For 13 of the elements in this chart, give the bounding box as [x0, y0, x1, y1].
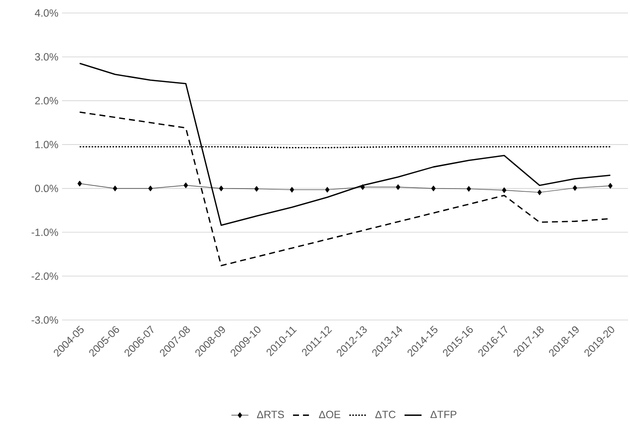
y-tick-label: 4.0%: [34, 9, 58, 17]
legend-label: ΔOE: [318, 410, 340, 418]
y-tick-label: -1.0%: [32, 228, 58, 236]
line-series: [79, 62, 611, 226]
y-tick-label: 1.0%: [35, 140, 58, 148]
legend-label: ΔRTS: [256, 410, 284, 418]
y-tick-label: 0.0%: [35, 184, 58, 192]
legend-label: ΔTC: [375, 410, 396, 418]
y-tick-label: -3.0%: [32, 316, 58, 324]
y-tick-label: 2.0%: [35, 97, 58, 104]
y-tick-label: -2.0%: [32, 272, 58, 280]
legend-label: ΔTFP: [430, 410, 456, 418]
y-tick-label: 3.0%: [35, 53, 58, 61]
